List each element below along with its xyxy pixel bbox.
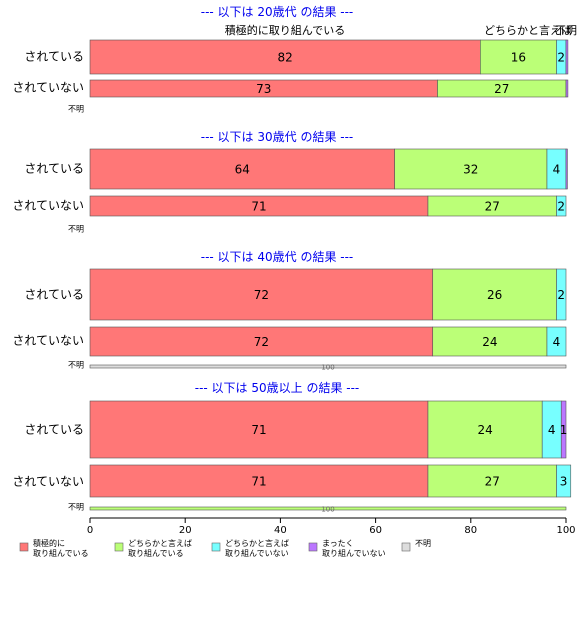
bar-segment xyxy=(560,400,567,459)
segment-label: 3 xyxy=(560,475,568,489)
segment-label: 4 xyxy=(553,335,561,349)
legend-label: 不明 xyxy=(415,539,431,548)
segment-label: 82 xyxy=(278,51,293,65)
bar-segment xyxy=(556,268,567,321)
panel-title: --- 以下は 50歳以上 の結果 --- xyxy=(195,381,360,395)
header-label: どちらかと言えば xyxy=(484,24,572,37)
segment-label: 73 xyxy=(256,82,271,96)
x-tick-label: 20 xyxy=(179,525,192,536)
row-label: 不明 xyxy=(68,105,84,114)
segment-label: 24 xyxy=(477,423,492,437)
bar-segment xyxy=(89,464,429,498)
panel-title: --- 以下は 40歳代 の結果 --- xyxy=(201,250,354,264)
bar-segment xyxy=(556,464,572,498)
x-tick-label: 0 xyxy=(87,525,93,536)
bar-segment xyxy=(565,79,569,98)
segment-label: 4 xyxy=(553,163,561,177)
bar-segment xyxy=(565,39,569,75)
legend-label: 取り組んでいる xyxy=(128,548,184,558)
bar-segment xyxy=(89,148,395,190)
header-label: 積極的に取り組んでいる xyxy=(225,23,345,37)
bar-segment xyxy=(89,268,434,321)
x-axis: 0 20 40 60 80 100 xyxy=(87,517,576,536)
panel-title: --- 以下は 20歳代 の結果 --- xyxy=(201,5,354,19)
segment-label: 2 xyxy=(557,288,565,302)
segment-label: 4 xyxy=(548,423,556,437)
bar-segment xyxy=(427,464,557,498)
bar-segment xyxy=(427,400,543,459)
legend-label: どちらかと言えば xyxy=(225,538,289,548)
segment-label: 16 xyxy=(511,51,526,65)
segment-label: 27 xyxy=(485,475,500,489)
segment-label: 1 xyxy=(560,423,568,437)
legend-swatch xyxy=(401,542,411,552)
panel-title: --- 以下は 30歳代 の結果 --- xyxy=(201,130,354,144)
legend-swatch xyxy=(308,542,318,552)
bar-segment xyxy=(432,326,548,357)
row-label: されていない xyxy=(12,199,84,213)
row-label: されていない xyxy=(12,81,84,95)
legend-label: 取り組んでいない xyxy=(225,548,289,558)
segment-label: 100 xyxy=(321,364,334,372)
segment-label: 71 xyxy=(251,475,266,489)
segment-label: 32 xyxy=(463,163,478,177)
segment-label: 64 xyxy=(235,163,250,177)
legend-label: 取り組んでいる xyxy=(33,548,89,558)
bar-segment xyxy=(89,506,567,511)
header-label: 不明 xyxy=(555,24,577,37)
row-label: 不明 xyxy=(68,361,84,370)
bar-segments xyxy=(89,39,572,511)
row-label: されている xyxy=(24,288,84,302)
bar-segment xyxy=(89,39,481,75)
bar-segment xyxy=(394,148,548,190)
x-tick-label: 40 xyxy=(274,525,287,536)
row-label: されている xyxy=(24,423,84,437)
segment-label: 24 xyxy=(482,335,497,349)
bar-segment xyxy=(565,148,568,190)
bar-segment xyxy=(556,195,567,217)
segment-label: 2 xyxy=(557,51,565,65)
segment-label: 27 xyxy=(485,200,500,214)
legend-swatch xyxy=(211,542,221,552)
row-label: 不明 xyxy=(68,503,84,512)
legend-label: 取り組んでいない xyxy=(322,548,386,558)
row-label: されている xyxy=(24,50,84,64)
segment-label: 26 xyxy=(487,288,502,302)
segment-label: 100 xyxy=(321,506,334,514)
row-label: されていない xyxy=(12,334,84,348)
legend-label: 積極的に xyxy=(33,538,65,548)
segment-label: 71 xyxy=(251,423,266,437)
row-label: されていない xyxy=(12,475,84,489)
segment-label: 72 xyxy=(254,335,269,349)
legend-swatch xyxy=(114,542,124,552)
legend-swatch xyxy=(19,542,29,552)
row-label: 不明 xyxy=(68,225,84,234)
legend-label: まったく xyxy=(322,539,354,548)
bar-segment xyxy=(89,326,434,357)
segment-label: 27 xyxy=(494,82,509,96)
legend: 積極的に取り組んでいるどちらかと言えば取り組んでいるどちらかと言えば取り組んでい… xyxy=(19,538,431,558)
segment-label: 2 xyxy=(557,200,565,214)
bar-segment xyxy=(432,268,557,321)
segment-label: 71 xyxy=(251,200,266,214)
row-label: されている xyxy=(24,162,84,176)
x-tick-label: 100 xyxy=(556,525,575,536)
bar-segment xyxy=(546,326,567,357)
bar-segment xyxy=(89,364,567,369)
bar-segment xyxy=(480,39,557,75)
segment-label: 72 xyxy=(254,288,269,302)
x-tick-label: 60 xyxy=(369,525,382,536)
x-tick-label: 80 xyxy=(464,525,477,536)
legend-label: どちらかと言えば xyxy=(128,538,192,548)
